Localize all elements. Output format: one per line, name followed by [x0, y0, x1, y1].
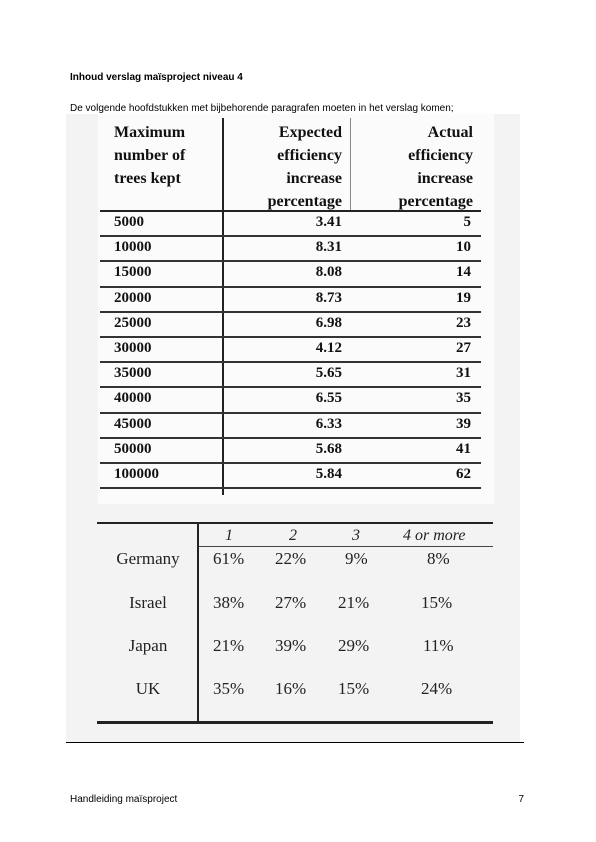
table-cell: 22% — [275, 549, 307, 568]
cell-actual: 41 — [456, 440, 471, 457]
cell-actual: 14 — [456, 264, 471, 281]
cell-expected: 8.08 — [315, 264, 342, 281]
scanned-image-area — [66, 114, 520, 742]
header-4-or-more: 4 or more — [403, 527, 466, 544]
cell-expected: 6.55 — [315, 390, 342, 407]
header-line: number of — [114, 147, 186, 164]
cell-expected: 5.84 — [315, 465, 342, 482]
table-cell: 27% — [275, 593, 307, 612]
header-line: trees kept — [114, 170, 181, 187]
cell-max-trees: 10000 — [114, 239, 152, 256]
cell-max-trees: 5000 — [114, 214, 144, 230]
header-1: 1 — [225, 527, 233, 544]
country-label: Japan — [128, 636, 168, 655]
cell-max-trees: 25000 — [114, 314, 152, 331]
header-line: Actual — [427, 124, 473, 141]
header-line: efficiency — [277, 147, 342, 164]
cell-actual: 23 — [456, 314, 471, 331]
header-line: increase — [417, 170, 473, 187]
table-cell: 16% — [275, 679, 307, 698]
footer-title: Handleiding maïsproject — [70, 794, 178, 805]
table-row: 25000 6.98 23 — [100, 313, 481, 338]
table-cell: 9% — [345, 549, 368, 568]
table-cell: 61% — [213, 549, 245, 568]
table-rule-top — [97, 522, 493, 524]
cell-actual: 5 — [463, 214, 472, 230]
table-cell: 8% — [427, 549, 450, 568]
table-cell: 35% — [213, 679, 245, 698]
cell-expected: 6.98 — [315, 314, 342, 331]
cell-actual: 27 — [456, 339, 471, 356]
header-line: efficiency — [408, 147, 473, 164]
table-row: 35000 5.65 31 — [100, 363, 481, 389]
table-cell: 38% — [213, 593, 245, 612]
table-row: 20000 8.73 19 — [100, 288, 481, 313]
header-max-trees: Maximum number of trees kept — [114, 121, 185, 190]
table-row: 100000 5.84 62 — [100, 464, 481, 490]
cell-actual: 62 — [456, 465, 471, 482]
cell-max-trees: 20000 — [114, 289, 152, 306]
header-2: 2 — [289, 527, 297, 544]
table-divider — [350, 118, 351, 210]
cell-max-trees: 15000 — [114, 264, 152, 281]
cell-actual: 10 — [456, 239, 471, 256]
header-line: Maximum — [114, 124, 186, 141]
country-label: Germany — [116, 549, 180, 568]
table-row: 5000 3.41 5 — [100, 212, 481, 238]
cell-max-trees: 100000 — [114, 465, 159, 482]
table-cell: 39% — [275, 636, 307, 655]
table-body: 5000 3.41 5 10000 8.31 10 15000 8.08 14 20000 8… — [100, 212, 481, 490]
page-number: 7 — [518, 794, 524, 805]
table-header: Maximum number of trees kept Expected ef… — [100, 118, 481, 212]
table-cell: 15% — [338, 679, 370, 698]
header-actual-efficiency: Actual efficiency increase percentage — [373, 121, 473, 213]
scanned-table-background — [98, 114, 494, 504]
country-label: UK — [135, 679, 161, 698]
page-divider — [66, 742, 524, 743]
table-cell: 29% — [338, 636, 370, 655]
table-cell: 15% — [421, 593, 453, 612]
table-row: 40000 6.55 35 — [100, 388, 481, 414]
header-line: percentage — [398, 193, 473, 210]
table-cell: 21% — [338, 593, 370, 612]
cell-actual: 35 — [456, 390, 471, 407]
cell-max-trees: 45000 — [114, 415, 152, 432]
cell-max-trees: 50000 — [114, 440, 152, 457]
country-percentage-table: 1 2 3 4 or more Germany 61% 22% 9% 8% Is… — [97, 522, 493, 724]
table-divider — [222, 118, 224, 495]
table-rule-bottom — [97, 721, 493, 724]
efficiency-table: Maximum number of trees kept Expected ef… — [100, 118, 481, 495]
cell-actual: 19 — [456, 289, 471, 306]
table-rule-header — [197, 546, 493, 547]
cell-expected: 8.31 — [315, 239, 342, 256]
cell-max-trees: 40000 — [114, 390, 152, 407]
table-row: 50000 5.68 41 — [100, 439, 481, 464]
cell-max-trees: 35000 — [114, 365, 152, 382]
table-row: 10000 8.31 10 — [100, 237, 481, 263]
header-line: percentage — [267, 193, 342, 210]
table-divider — [197, 522, 199, 724]
cell-expected: 3.41 — [315, 214, 342, 230]
cell-expected: 5.68 — [315, 440, 342, 457]
cell-expected: 8.73 — [315, 289, 342, 306]
table-cell: 21% — [213, 636, 245, 655]
cell-expected: 4.12 — [315, 339, 342, 356]
header-3: 3 — [352, 527, 360, 544]
header-line: Expected — [278, 124, 342, 141]
intro-text: De volgende hoofdstukken met bijbehorend… — [70, 103, 454, 114]
header-expected-efficiency: Expected efficiency increase percentage — [250, 121, 342, 213]
cell-max-trees: 30000 — [114, 339, 152, 356]
cell-expected: 5.65 — [315, 365, 342, 382]
country-label: Israel — [129, 593, 167, 612]
table-row: 30000 4.12 27 — [100, 338, 481, 364]
header-line: increase — [286, 170, 342, 187]
table-cell: 24% — [421, 679, 453, 698]
table-cell: 11% — [423, 636, 454, 655]
document-heading: Inhoud verslag maïsproject niveau 4 — [70, 72, 243, 83]
table-row: 15000 8.08 14 — [100, 262, 481, 288]
cell-actual: 39 — [456, 415, 471, 432]
table-row: 45000 6.33 39 — [100, 414, 481, 439]
cell-expected: 6.33 — [315, 415, 342, 432]
cell-actual: 31 — [456, 365, 471, 382]
